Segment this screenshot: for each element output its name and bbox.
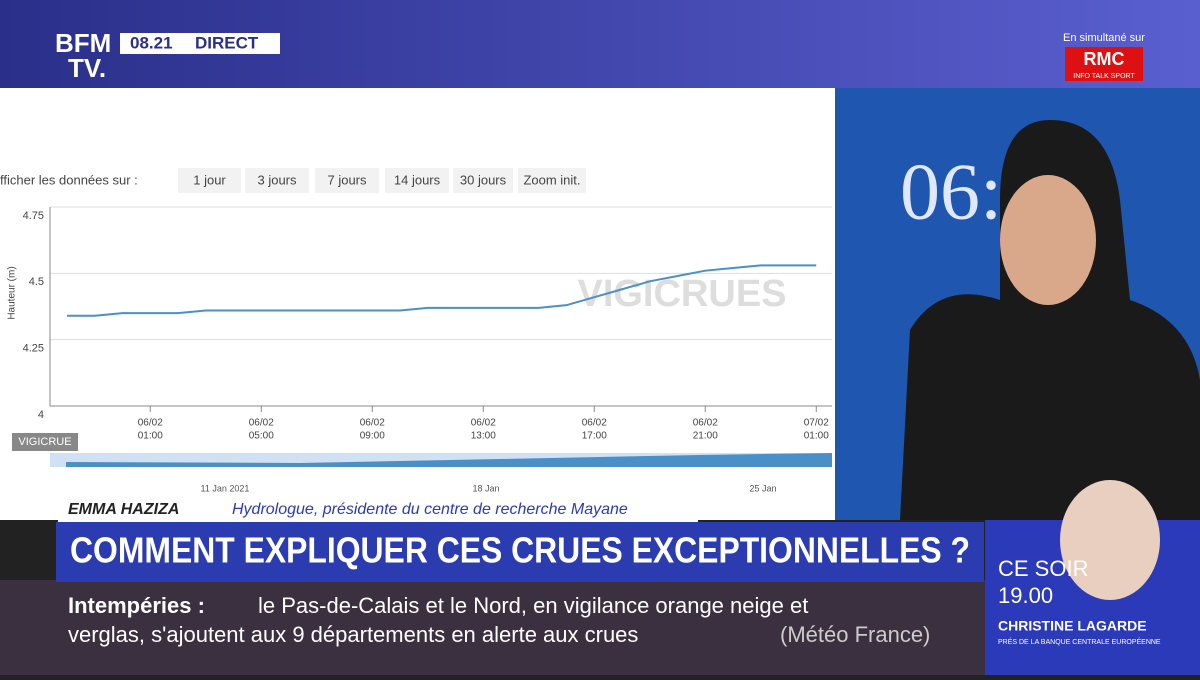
x-tick-date: 06/02 <box>138 418 163 429</box>
logo: TV. <box>68 53 106 83</box>
x-tick-time: 05:00 <box>249 431 274 442</box>
range-button[interactable] <box>245 168 309 193</box>
promo-face <box>1060 480 1160 600</box>
x-tick-date: 06/02 <box>582 418 607 429</box>
x-tick-date: 07/02 <box>804 418 829 429</box>
x-tick-date: 06/02 <box>360 418 385 429</box>
ticker-line: le Pas-de-Calais et le Nord, en vigilanc… <box>258 593 808 618</box>
x-tick-time: 01:00 <box>138 431 163 442</box>
ticker-source: (Météo France) <box>780 622 930 647</box>
y-axis-label: Hauteur (m) <box>7 266 18 319</box>
range-button-label[interactable]: 3 jours <box>257 172 297 187</box>
controls-prompt: fficher les données sur : <box>0 172 138 187</box>
name-bar <box>58 498 698 522</box>
range-button[interactable] <box>178 168 241 193</box>
x-tick-time: 17:00 <box>582 431 607 442</box>
navigator-date: 25 Jan <box>749 483 776 493</box>
time: 08.21 <box>130 33 173 52</box>
headline: COMMENT EXPLIQUER CES CRUES EXCEPTIONNEL… <box>70 530 970 571</box>
navigator-tag <box>12 433 78 451</box>
headline-bar <box>56 522 984 582</box>
promo-hour: 19.00 <box>998 583 1053 608</box>
guest-figure <box>900 120 1200 520</box>
y-tick-label: 4.5 <box>29 276 44 288</box>
chart-panel <box>0 88 835 520</box>
navigator-label: VIGICRUE <box>18 436 71 448</box>
radio-logo <box>1065 47 1143 81</box>
watermark: VIGICRUES <box>577 273 786 315</box>
guest-role: Hydrologue, présidente du centre de rech… <box>232 501 628 518</box>
range-button-label[interactable]: 30 jours <box>460 172 507 187</box>
x-tick-time: 01:00 <box>804 431 829 442</box>
y-tick-label: 4.25 <box>23 343 44 355</box>
range-button-label[interactable]: 1 jour <box>193 172 226 187</box>
guest-face <box>1000 175 1096 305</box>
live: DIRECT <box>195 33 259 52</box>
x-tick-time: 21:00 <box>693 431 718 442</box>
x-tick-time: 13:00 <box>471 431 496 442</box>
promo-guest: CHRISTINE LAGARDE <box>998 618 1147 634</box>
simulcast: En simultané sur <box>1063 32 1145 44</box>
x-tick-date: 06/02 <box>471 418 496 429</box>
guest-name: EMMA HAZIZA <box>68 501 179 518</box>
range-button[interactable] <box>453 168 513 193</box>
x-tick-date: 06/02 <box>249 418 274 429</box>
y-tick-label: 4 <box>38 409 44 421</box>
y-tick-label: 4.75 <box>23 210 44 222</box>
promo-when: CE SOIR <box>998 556 1088 581</box>
logo: BFM <box>55 28 111 58</box>
ticker-topic: Intempéries : <box>68 593 205 618</box>
promo-guest-role: PRÉS DE LA BANQUE CENTRALE EUROPÉENNE <box>998 637 1161 646</box>
radio: RMC <box>1084 49 1125 69</box>
radio-tag: INFO TALK SPORT <box>1073 73 1135 80</box>
range-button[interactable] <box>385 168 449 193</box>
navigator-series <box>66 453 832 467</box>
range-button[interactable] <box>315 168 379 193</box>
x-tick-time: 09:00 <box>360 431 385 442</box>
range-button-label[interactable]: Zoom init. <box>523 172 580 187</box>
range-button-label[interactable]: 14 jours <box>394 172 441 187</box>
ticker-line: verglas, s'ajoutent aux 9 départements e… <box>68 622 638 647</box>
x-tick-date: 06/02 <box>693 418 718 429</box>
series-line <box>67 264 817 317</box>
time-box <box>120 33 280 54</box>
navigator-date: 11 Jan 2021 <box>201 483 250 493</box>
range-button-label[interactable]: 7 jours <box>327 172 367 187</box>
navigator-date: 18 Jan <box>472 483 499 493</box>
range-button[interactable] <box>518 168 586 193</box>
